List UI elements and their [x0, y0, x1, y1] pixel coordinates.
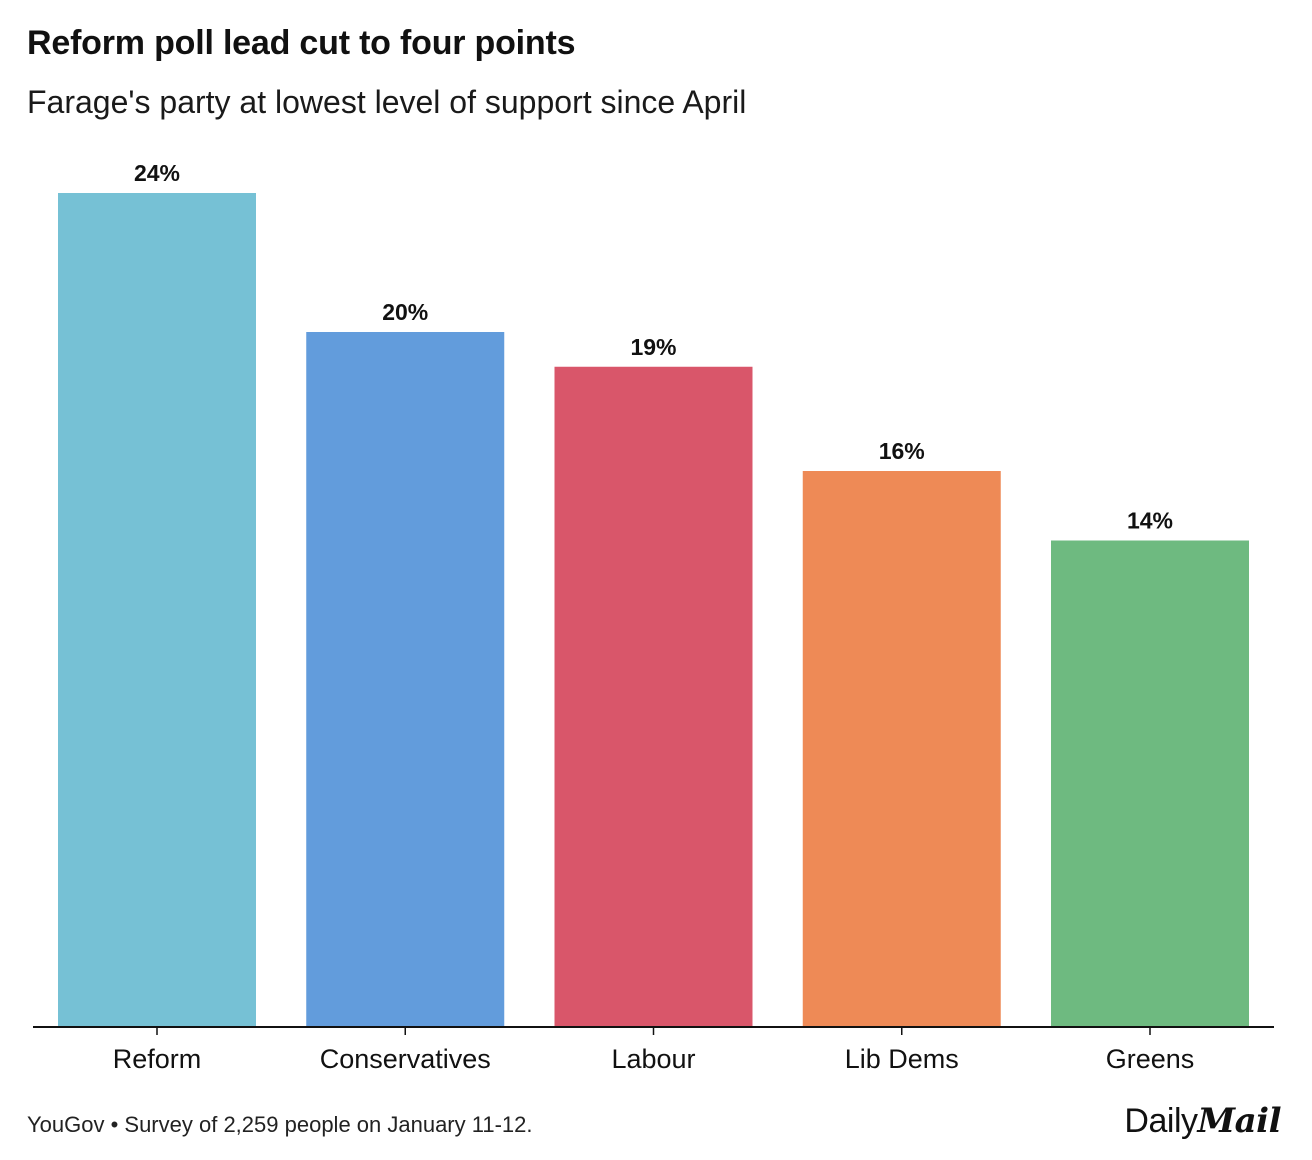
source-note: YouGov • Survey of 2,259 people on Janua… — [27, 1112, 533, 1137]
data-label-labour: 19% — [630, 334, 676, 360]
bar-reform — [58, 193, 256, 1027]
data-label-greens: 14% — [1127, 508, 1173, 534]
bar-lib-dems — [802, 471, 1001, 1027]
chart-subtitle: Farage's party at lowest level of suppor… — [27, 84, 747, 120]
bar-greens — [1051, 540, 1249, 1027]
data-label-reform: 24% — [134, 160, 180, 186]
bar-chart: 24% Reform 20% Conservatives 19% Labour 16% Lib… — [33, 160, 1274, 1074]
x-tick-label-lib-dems: Lib Dems — [845, 1044, 959, 1074]
chart-title: Reform poll lead cut to four points — [27, 24, 576, 62]
x-tick-label-labour: Labour — [611, 1044, 695, 1074]
x-tick-label-greens: Greens — [1106, 1044, 1195, 1074]
x-tick-label-conservatives: Conservatives — [320, 1044, 491, 1074]
x-tick-label-reform: Reform — [113, 1044, 202, 1074]
daily-mail-logo: DailyMail — [1124, 1099, 1281, 1143]
logo-daily-text: Daily — [1124, 1102, 1198, 1140]
bar-labour — [554, 366, 753, 1027]
bar-conservatives — [306, 332, 505, 1027]
data-label-conservatives: 20% — [382, 299, 428, 325]
logo-mail-text: Mail — [1197, 1101, 1282, 1141]
data-label-lib-dems: 16% — [879, 438, 925, 464]
